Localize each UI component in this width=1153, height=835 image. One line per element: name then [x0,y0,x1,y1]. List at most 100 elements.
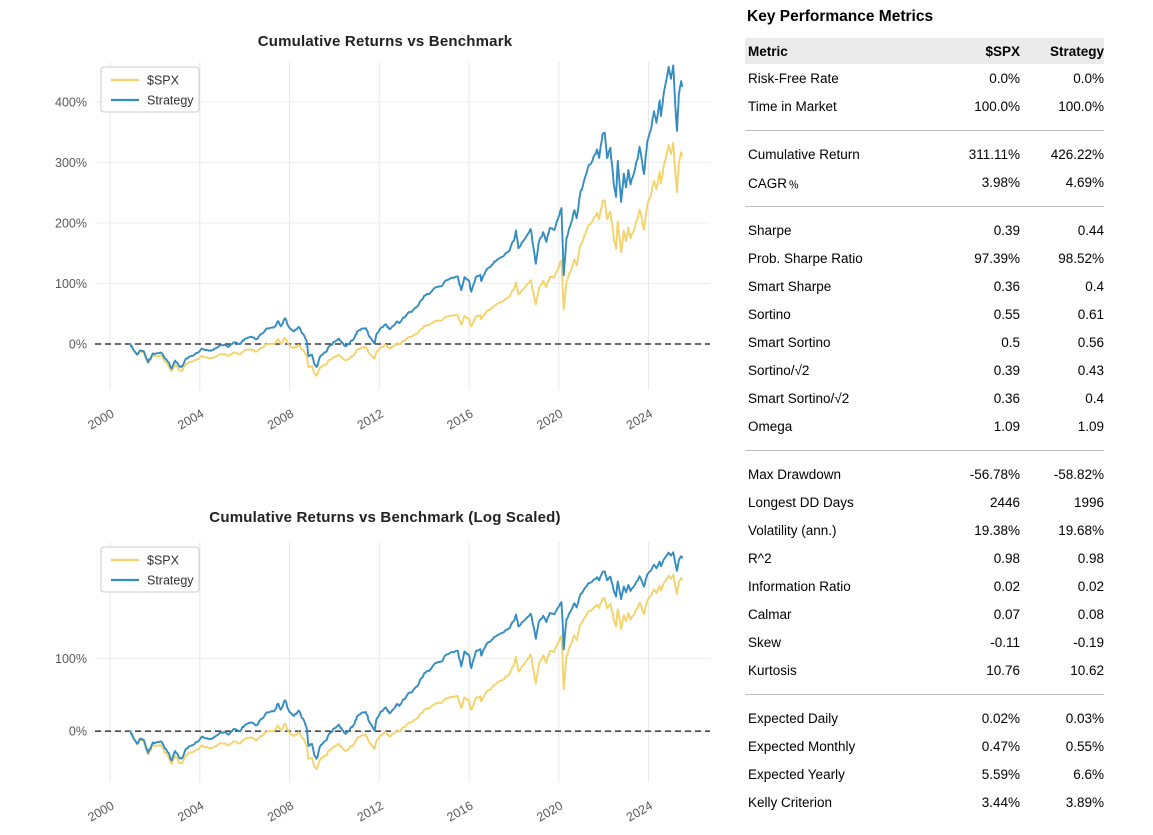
table-row: Expected Daily 0.02% 0.03% [745,704,1104,732]
x-tick-label: 2016 [444,406,475,432]
cumulative-returns-log-plot: 2000 2004 2008 2012 2016 2020 2024 0% 100% $SPX St… [55,542,710,825]
section-divider [745,450,1104,451]
table-row: Expected Monthly 0.47% 0.55% [745,732,1104,760]
series-line-strategy [129,64,684,370]
table-row: Max Drawdown -56.78% -58.82% [745,460,1104,488]
table-row: Risk-Free Rate 0.0% 0.0% [745,64,1104,92]
table-row: Sortino/√2 0.39 0.43 [745,356,1104,384]
metric-label: Expected Daily [748,710,839,726]
y-tick-label: 0% [69,338,87,352]
metric-value-spx: 19.38% [974,522,1020,538]
metric-value-spx: -0.11 [990,634,1020,650]
metric-value-spx: 0.47% [981,738,1020,754]
table-row: Time in Market 100.0% 100.0% [745,92,1104,120]
metric-value-strategy: 0.56 [1077,334,1104,350]
chart-title: Cumulative Returns vs Benchmark [257,33,513,50]
metric-value-spx: 1.09 [993,418,1020,434]
table-row: Skew -0.11 -0.19 [745,628,1104,656]
metric-value-spx: 311.11% [968,146,1020,162]
table-row: Smart Sortino 0.5 0.56 [745,328,1104,356]
x-tick-label: 2024 [624,406,655,432]
metric-value-spx: 0.0% [989,70,1020,86]
metric-value-spx: 0.02 [993,578,1020,594]
metric-value-spx: 3.44% [981,794,1020,810]
x-tick-label: 2012 [355,406,386,432]
table-row: R^2 0.98 0.98 [745,544,1104,572]
table-row: Volatility (ann.) 19.38% 19.68% [745,516,1104,544]
metric-value-strategy: 10.62 [1070,662,1104,678]
chart-title-log: Cumulative Returns vs Benchmark (Log Sca… [209,509,561,526]
metric-label: Sortino/√2 [748,362,810,378]
metric-value-strategy: 4.69% [1065,174,1104,190]
x-tick-label: 2008 [265,406,296,432]
metric-value-strategy: 0.02 [1077,578,1104,594]
metric-value-spx: 0.39 [993,222,1020,238]
y-tick-label: 400% [55,95,87,109]
table-row: Expected Yearly 5.59% 6.6% [745,760,1104,788]
metric-value-strategy: -0.19 [1073,634,1104,650]
table-row: Omega 1.09 1.09 [745,412,1104,440]
metric-label: Skew [748,634,782,650]
metric-label: Cumulative Return [748,146,860,162]
metrics-panel: Key Performance Metrics Metric $SPX Stra… [745,0,1107,816]
metric-label: Expected Yearly [748,766,845,782]
table-row: Prob. Sharpe Ratio 97.39% 98.52% [745,244,1104,272]
x-tick-label: 2012 [355,798,386,824]
metric-label: R^2 [748,550,772,566]
metrics-header-row: Metric $SPX Strategy [745,38,1104,64]
metric-value-spx: 2446 [989,494,1020,510]
metric-label: Expected Monthly [748,738,856,754]
metric-label: Kelly Criterion [748,794,833,810]
x-tick-label: 2020 [534,406,565,432]
table-row: Longest DD Days 2446 1996 [745,488,1104,516]
table-row: Sharpe 0.39 0.44 [745,216,1104,244]
y-tick-label: 200% [55,216,87,230]
metric-label: Calmar [748,606,792,622]
metric-value-strategy: 98.52% [1058,250,1104,266]
table-row: Kelly Criterion 3.44% 3.89% [745,788,1104,816]
metric-value-spx: 0.5 [1001,334,1020,350]
metric-value-strategy: 0.43 [1077,362,1104,378]
chart-cumulative-returns: Cumulative Returns vs Benchmark 2000 2004… [0,0,726,445]
metric-value-spx: 0.07 [993,606,1020,622]
x-tick-label: 2008 [265,798,296,824]
metric-label: Risk-Free Rate [748,70,839,86]
legend: $SPX Strategy [100,546,200,593]
metric-value-strategy: 0.44 [1077,222,1104,238]
table-row: Calmar 0.07 0.08 [745,600,1104,628]
metric-value-strategy: -58.82% [1053,466,1104,482]
metric-value-strategy: 0.55% [1065,738,1104,754]
table-row: Sortino 0.55 0.61 [745,300,1104,328]
x-tick-label: 2000 [85,406,116,432]
metric-value-spx: 0.98 [993,550,1020,566]
metric-value-strategy: 0.4 [1085,278,1104,294]
table-row: CAGR﹪ 3.98% 4.69% [745,168,1104,196]
x-tick-label: 2020 [534,798,565,824]
metric-value-strategy: 0.98 [1077,550,1104,566]
x-tick-label: 2016 [444,798,475,824]
metric-label: CAGR﹪ [748,176,801,191]
table-row: Information Ratio 0.02 0.02 [745,572,1104,600]
metric-label: Smart Sortino [748,334,831,350]
metric-label: Kurtosis [748,662,797,678]
metric-label: Prob. Sharpe Ratio [748,250,863,266]
metrics-header-metric: Metric [748,43,788,59]
x-tick-label: 2024 [624,798,655,824]
metric-value-spx: 100.0% [974,98,1020,114]
metric-label: Sortino [748,306,791,322]
series-line-spx [129,141,684,377]
metric-label: Omega [748,418,793,434]
legend-label: Strategy [147,94,194,108]
metric-label: Volatility (ann.) [748,522,837,538]
table-row: Smart Sharpe 0.36 0.4 [745,272,1104,300]
table-row: Cumulative Return 311.11% 426.22% [745,140,1104,168]
metric-value-strategy: 0.03% [1065,710,1104,726]
metric-value-spx: 10.76 [986,662,1020,678]
metric-label: Smart Sharpe [748,278,832,294]
y-tick-label: 300% [55,156,87,170]
metrics-table-body: Risk-Free Rate 0.0% 0.0% Time in Market 100.… [745,64,1104,816]
series-line-spx [129,573,684,771]
metric-label: Max Drawdown [748,466,842,482]
metric-value-strategy: 426.22% [1050,146,1104,162]
